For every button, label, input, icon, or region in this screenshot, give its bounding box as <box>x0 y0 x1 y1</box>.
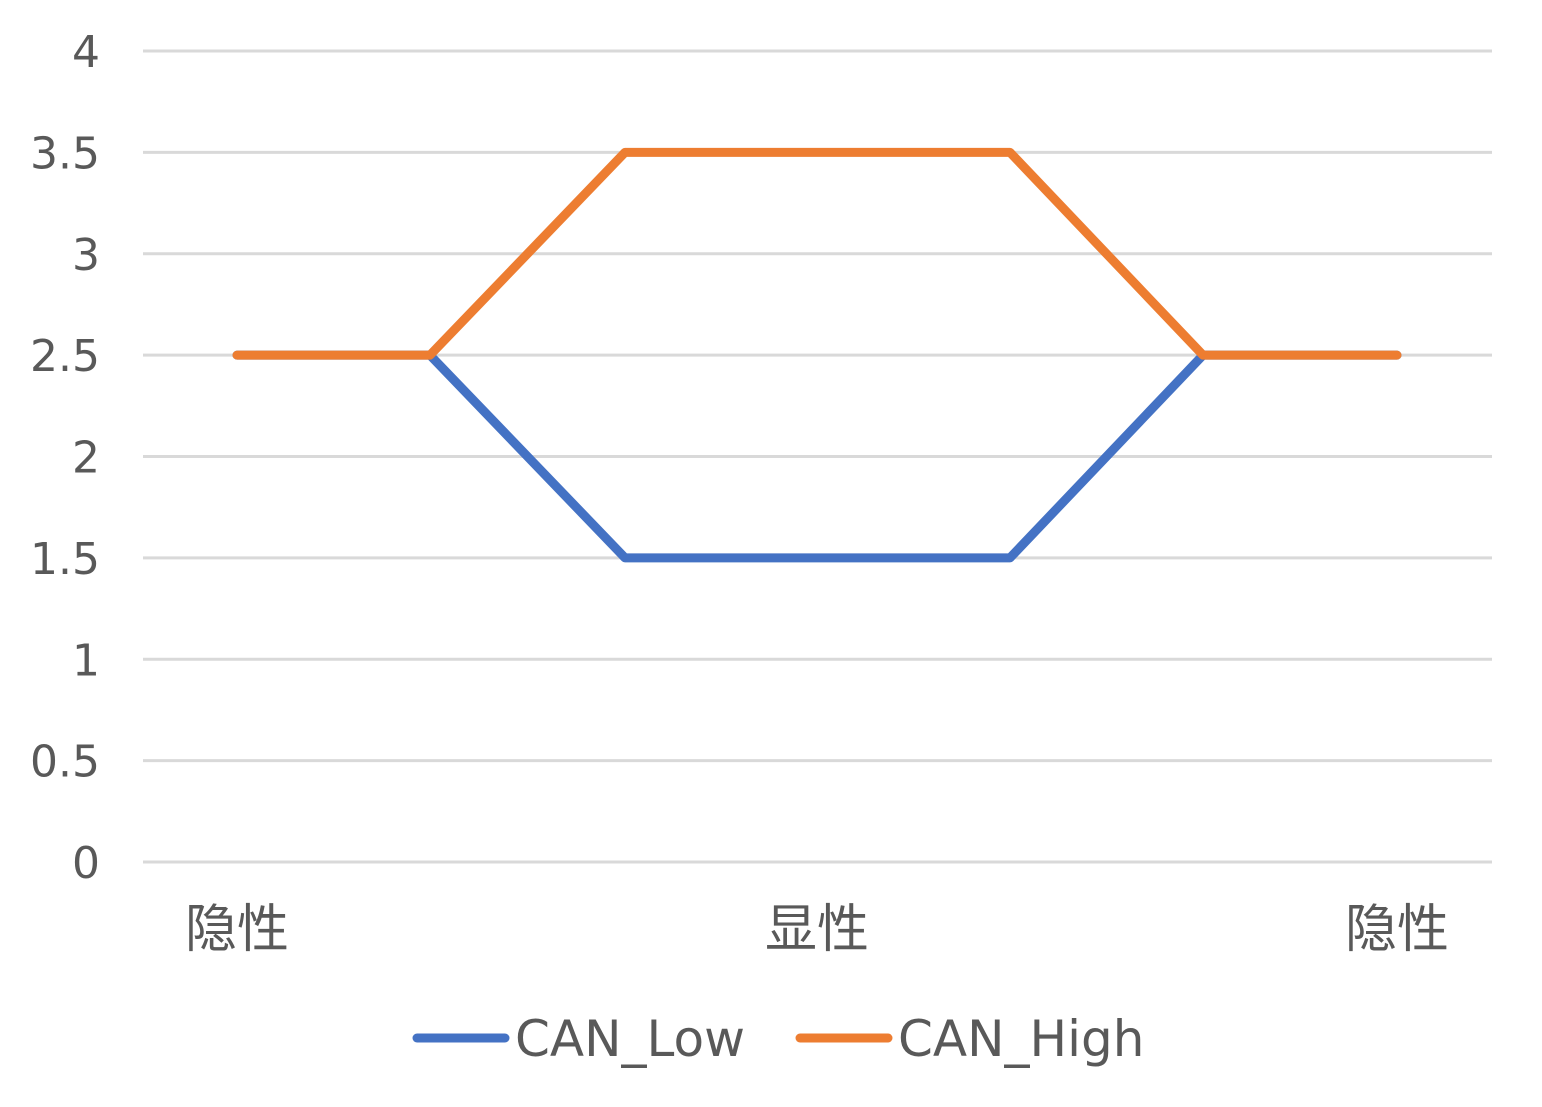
y-tick-label-7: 3.5 <box>30 128 100 179</box>
x-tick-label-0: 隐性 <box>185 900 289 960</box>
y-tick-label-4: 2 <box>72 433 100 484</box>
gridlines <box>143 49 1492 864</box>
legend: CAN_Low CAN_High <box>412 1010 1144 1068</box>
y-tick-label-8: 4 <box>72 27 100 78</box>
y-tick-label-6: 3 <box>72 230 100 281</box>
x-tick-label-1: 显性 <box>765 900 869 960</box>
x-tick-label-2: 隐性 <box>1345 900 1449 960</box>
y-tick-label-0: 0 <box>72 838 100 889</box>
legend-label-1: CAN_High <box>898 1010 1144 1068</box>
x-axis-ticks: 隐性 显性 隐性 <box>185 900 1449 960</box>
series-lines <box>232 147 1402 563</box>
y-tick-label-5: 2.5 <box>30 331 100 382</box>
series-line-can-high <box>232 147 1402 360</box>
y-tick-label-3: 1.5 <box>30 534 100 585</box>
y-axis-ticks: 0 0.5 1 1.5 2 2.5 3 3.5 4 <box>30 27 100 889</box>
y-tick-label-1: 0.5 <box>30 737 100 788</box>
legend-label-0: CAN_Low <box>515 1010 745 1068</box>
y-tick-label-2: 1 <box>72 635 100 686</box>
